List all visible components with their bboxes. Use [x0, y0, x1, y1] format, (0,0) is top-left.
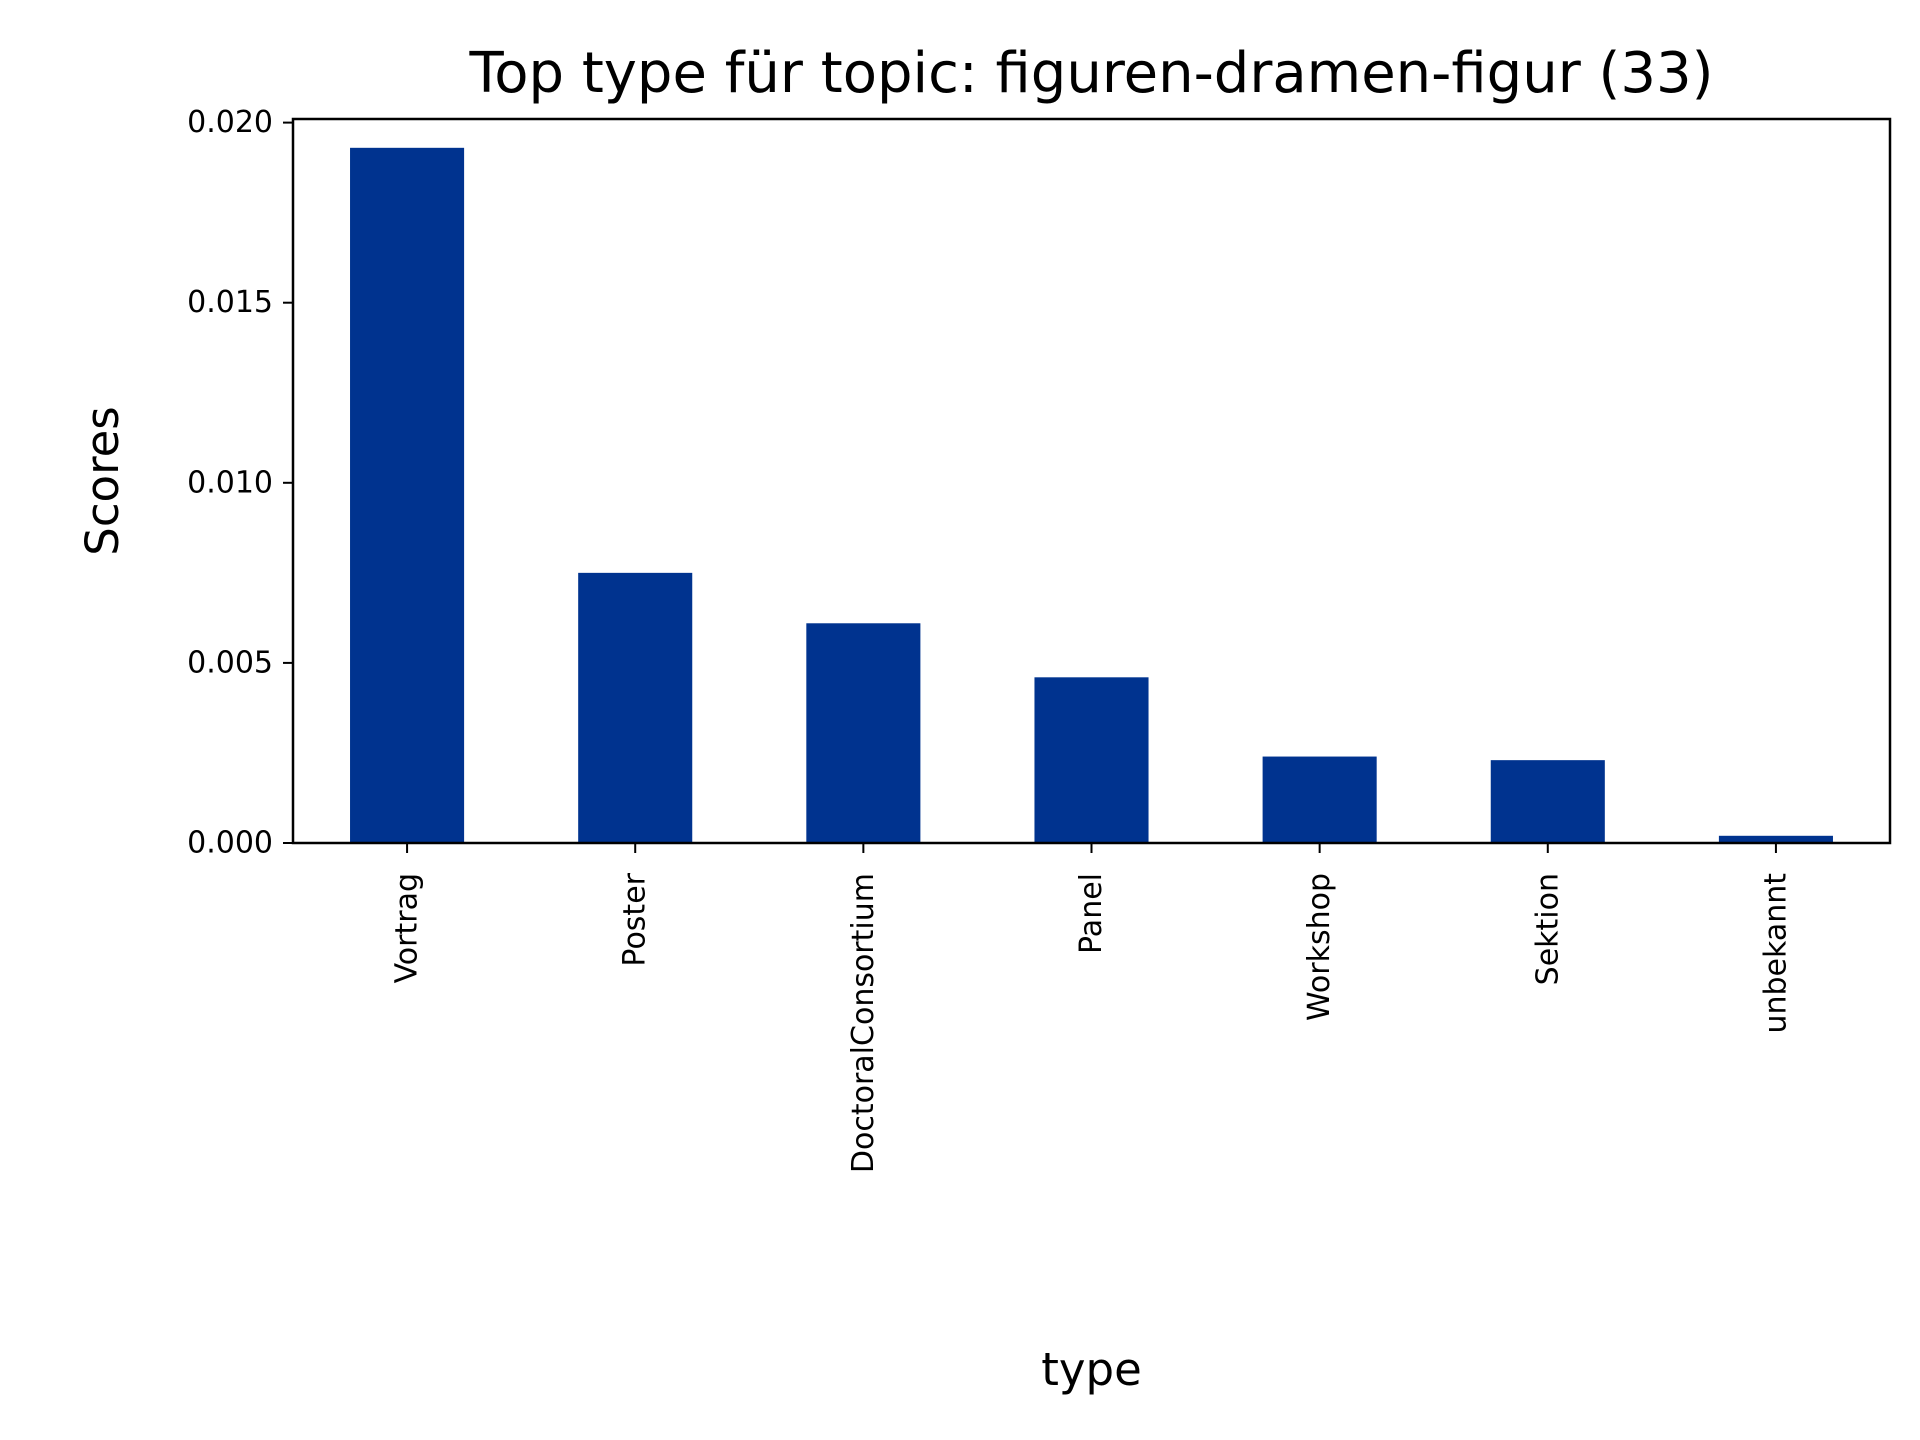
y-tick-label: 0.000: [187, 826, 273, 861]
bar-poster: [578, 572, 693, 843]
bars-layer: [350, 147, 1833, 843]
x-axis-label: type: [1041, 1343, 1142, 1396]
y-tick-label: 0.005: [187, 645, 273, 680]
bar-workshop: [1262, 756, 1377, 843]
x-tick-label: unbekannt: [1758, 873, 1793, 1034]
bar-sektion: [1490, 760, 1605, 843]
x-tick-label: DoctoralConsortium: [846, 873, 881, 1173]
chart-title: Top type für topic: figuren-dramen-figur…: [469, 41, 1714, 106]
y-tick-label: 0.015: [187, 285, 273, 320]
bar-doctoralconsortium: [806, 623, 921, 843]
y-tick-label: 0.020: [187, 105, 273, 140]
x-tick-label: Vortrag: [390, 873, 425, 983]
x-tick-label: Panel: [1074, 873, 1109, 954]
y-axis: 0.000 0.005 0.010 0.015 0.020: [187, 105, 293, 861]
bar-panel: [1034, 677, 1149, 843]
x-tick-label: Poster: [618, 872, 653, 966]
y-axis-label: Scores: [76, 406, 129, 555]
x-axis: Vortrag Poster DoctoralConsortium Panel Work…: [390, 843, 1793, 1173]
y-tick-label: 0.010: [187, 465, 273, 500]
x-tick-label: Workshop: [1302, 873, 1337, 1021]
x-tick-label: Sektion: [1530, 873, 1565, 985]
bar-unbekannt: [1718, 835, 1833, 843]
bar-vortrag: [350, 147, 465, 843]
